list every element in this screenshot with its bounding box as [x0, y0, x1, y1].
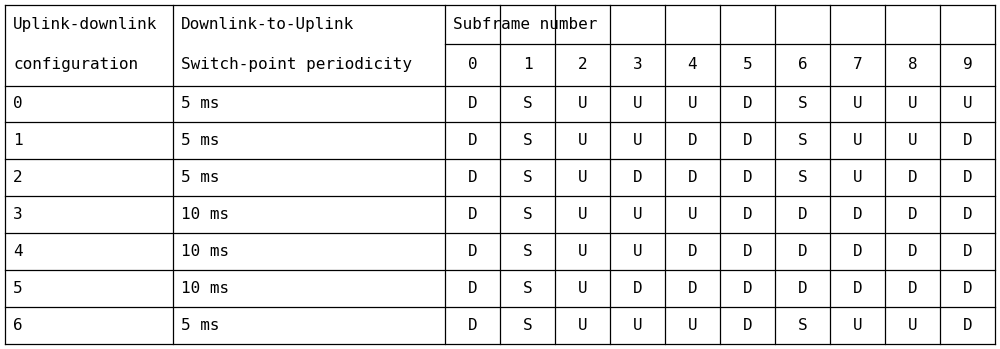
Text: U: U [633, 96, 642, 111]
Text: D: D [963, 318, 972, 333]
Text: S: S [798, 96, 807, 111]
Text: 0: 0 [468, 57, 477, 72]
Text: 4: 4 [688, 57, 697, 72]
Text: 8: 8 [908, 57, 917, 72]
Text: U: U [688, 96, 697, 111]
Text: D: D [743, 244, 752, 259]
Text: U: U [688, 207, 697, 222]
Text: U: U [633, 133, 642, 148]
Text: D: D [853, 207, 862, 222]
Text: configuration: configuration [13, 57, 138, 72]
Text: D: D [468, 244, 477, 259]
Text: D: D [743, 133, 752, 148]
Text: 6: 6 [13, 318, 23, 333]
Text: U: U [688, 318, 697, 333]
Text: U: U [578, 170, 587, 185]
Text: D: D [963, 207, 972, 222]
Text: U: U [853, 133, 862, 148]
Text: 5 ms: 5 ms [181, 96, 220, 111]
Text: S: S [523, 207, 532, 222]
Text: U: U [963, 96, 972, 111]
Text: U: U [578, 318, 587, 333]
Text: D: D [798, 207, 807, 222]
Text: U: U [633, 318, 642, 333]
Text: D: D [468, 170, 477, 185]
Text: 1: 1 [13, 133, 23, 148]
Text: S: S [523, 281, 532, 296]
Text: 2: 2 [578, 57, 587, 72]
Text: D: D [743, 207, 752, 222]
Text: S: S [798, 318, 807, 333]
Text: D: D [963, 133, 972, 148]
Text: D: D [633, 170, 642, 185]
Text: D: D [688, 133, 697, 148]
Text: 5: 5 [13, 281, 23, 296]
Text: 3: 3 [633, 57, 642, 72]
Text: D: D [468, 281, 477, 296]
Text: D: D [798, 244, 807, 259]
Text: 10 ms: 10 ms [181, 281, 229, 296]
Text: D: D [743, 96, 752, 111]
Text: Switch-point periodicity: Switch-point periodicity [181, 57, 412, 72]
Text: U: U [633, 207, 642, 222]
Text: D: D [908, 170, 917, 185]
Text: D: D [908, 281, 917, 296]
Text: Uplink-downlink: Uplink-downlink [13, 17, 157, 32]
Text: U: U [908, 96, 917, 111]
Text: 5 ms: 5 ms [181, 133, 220, 148]
Text: 3: 3 [13, 207, 23, 222]
Text: U: U [578, 207, 587, 222]
Text: 6: 6 [798, 57, 807, 72]
Text: U: U [853, 170, 862, 185]
Text: D: D [688, 281, 697, 296]
Text: U: U [908, 318, 917, 333]
Text: S: S [798, 170, 807, 185]
Text: 5: 5 [743, 57, 752, 72]
Text: S: S [523, 244, 532, 259]
Text: 5 ms: 5 ms [181, 170, 220, 185]
Text: U: U [578, 244, 587, 259]
Text: 5 ms: 5 ms [181, 318, 220, 333]
Text: D: D [633, 281, 642, 296]
Text: U: U [633, 244, 642, 259]
Text: D: D [963, 170, 972, 185]
Text: Subframe number: Subframe number [453, 17, 597, 32]
Text: D: D [963, 281, 972, 296]
Text: D: D [908, 207, 917, 222]
Text: D: D [743, 318, 752, 333]
Text: 10 ms: 10 ms [181, 207, 229, 222]
Text: D: D [468, 133, 477, 148]
Text: 1: 1 [523, 57, 532, 72]
Text: D: D [963, 244, 972, 259]
Text: U: U [578, 133, 587, 148]
Text: D: D [798, 281, 807, 296]
Text: U: U [853, 318, 862, 333]
Text: U: U [578, 281, 587, 296]
Text: 10 ms: 10 ms [181, 244, 229, 259]
Text: U: U [578, 96, 587, 111]
Text: D: D [468, 96, 477, 111]
Text: D: D [853, 244, 862, 259]
Text: D: D [468, 207, 477, 222]
Text: 9: 9 [963, 57, 972, 72]
Text: S: S [523, 170, 532, 185]
Text: S: S [523, 96, 532, 111]
Text: D: D [468, 318, 477, 333]
Text: S: S [523, 318, 532, 333]
Text: D: D [688, 244, 697, 259]
Text: S: S [798, 133, 807, 148]
Text: D: D [853, 281, 862, 296]
Text: Downlink-to-Uplink: Downlink-to-Uplink [181, 17, 354, 32]
Text: 7: 7 [853, 57, 862, 72]
Text: 2: 2 [13, 170, 23, 185]
Text: 4: 4 [13, 244, 23, 259]
Text: D: D [743, 281, 752, 296]
Text: 0: 0 [13, 96, 23, 111]
Text: U: U [908, 133, 917, 148]
Text: U: U [853, 96, 862, 111]
Text: D: D [743, 170, 752, 185]
Text: D: D [908, 244, 917, 259]
Text: S: S [523, 133, 532, 148]
Text: D: D [688, 170, 697, 185]
